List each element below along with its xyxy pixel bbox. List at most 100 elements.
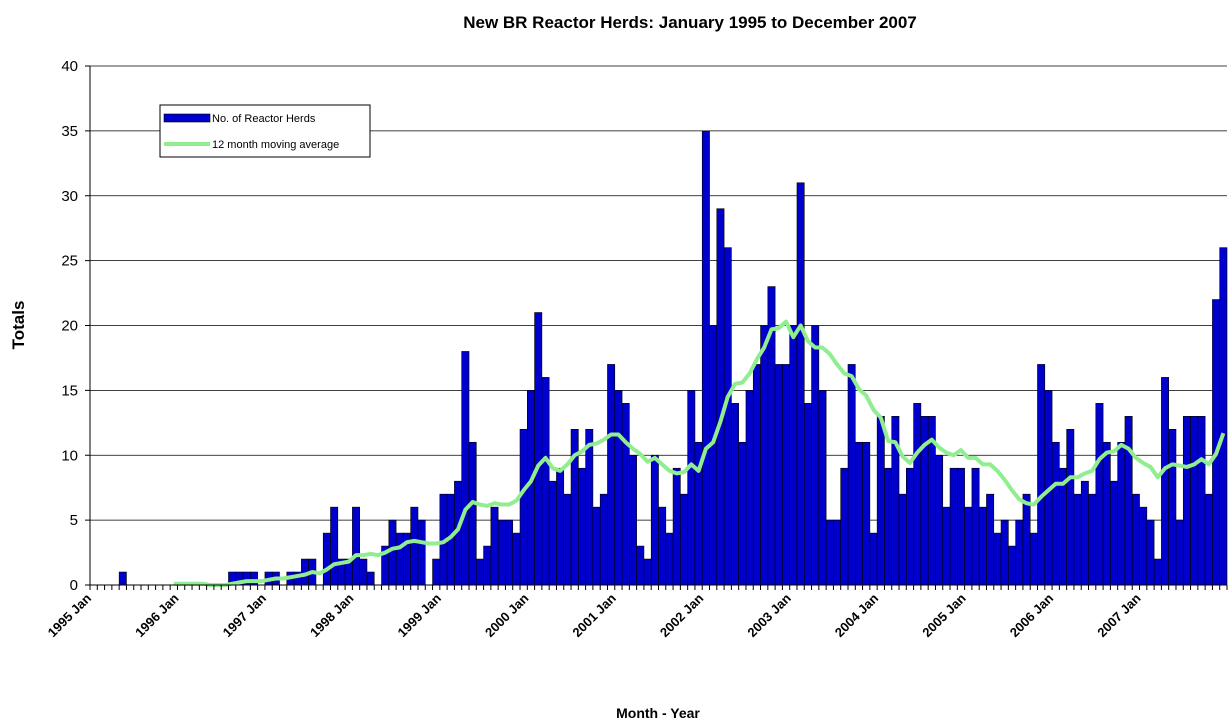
bar <box>366 571 375 586</box>
y-tick-label: 15 <box>61 382 78 399</box>
bar <box>869 532 878 586</box>
bar <box>388 519 397 586</box>
bar <box>1182 416 1191 586</box>
bar <box>1131 493 1140 586</box>
bar <box>1029 532 1038 586</box>
bar <box>986 493 995 586</box>
bar <box>811 325 820 586</box>
x-tick-label: 2006 Jan <box>1007 590 1056 639</box>
bar <box>359 558 368 586</box>
bar <box>1000 519 1009 586</box>
x-tick-label: 1996 Jan <box>132 590 181 639</box>
bar <box>898 493 907 586</box>
bar <box>847 364 856 586</box>
bar <box>833 519 842 586</box>
moving-average-line <box>173 319 1226 587</box>
bar <box>556 467 565 586</box>
bar <box>1088 493 1097 586</box>
legend-swatch <box>163 113 211 123</box>
bar <box>395 532 404 586</box>
y-axis-label: Totals <box>9 301 28 350</box>
bar <box>1095 403 1104 586</box>
x-tick-label: 1998 Jan <box>307 590 356 639</box>
bar <box>534 312 543 586</box>
bar <box>563 493 572 586</box>
bar <box>1219 247 1228 586</box>
bar <box>1117 441 1126 586</box>
bar <box>1080 480 1089 586</box>
bar <box>519 428 528 586</box>
bar <box>1153 558 1162 586</box>
bar <box>745 390 754 586</box>
bar <box>410 506 419 586</box>
bar <box>782 364 790 586</box>
bar <box>1022 493 1031 586</box>
bar <box>942 506 951 586</box>
bar <box>906 467 914 586</box>
y-tick-label: 5 <box>70 512 78 529</box>
bar <box>1190 416 1199 586</box>
bar <box>483 545 492 586</box>
bar <box>650 454 659 586</box>
bar <box>417 519 426 586</box>
bar <box>330 506 339 586</box>
bar <box>803 403 812 586</box>
bar <box>505 519 514 586</box>
x-tick-label: 2002 Jan <box>657 590 706 639</box>
bar <box>607 364 616 586</box>
bar <box>118 571 127 586</box>
bar <box>497 519 506 586</box>
bar <box>527 390 535 586</box>
x-tick-label: 1999 Jan <box>395 590 444 639</box>
y-tick-label: 20 <box>61 318 78 335</box>
bar <box>665 532 674 586</box>
bar <box>490 506 499 586</box>
bar <box>512 532 521 586</box>
bar <box>789 325 798 586</box>
bar <box>541 377 550 586</box>
y-tick-label: 30 <box>61 188 78 205</box>
x-tick-label: 1997 Jan <box>220 590 269 639</box>
y-tick-label: 40 <box>61 58 78 75</box>
bar <box>1051 441 1060 586</box>
bar <box>993 532 1002 586</box>
bar <box>1073 493 1082 586</box>
x-tick-label: 2007 Jan <box>1094 590 1143 639</box>
bar <box>643 558 652 586</box>
bar <box>1161 377 1169 586</box>
x-tick-label: 2004 Jan <box>832 590 881 639</box>
bar <box>592 506 601 586</box>
bar <box>1102 441 1111 586</box>
bar <box>701 130 710 586</box>
bar <box>475 558 484 586</box>
bar <box>949 467 958 586</box>
bar <box>825 519 834 586</box>
bar <box>1124 416 1133 586</box>
bar <box>1008 545 1016 586</box>
bar <box>913 403 922 586</box>
bar <box>1037 364 1046 586</box>
bar <box>658 506 667 586</box>
bar <box>876 416 885 586</box>
bar <box>1015 519 1024 586</box>
x-tick-label: 1995 Jan <box>45 590 94 639</box>
bar <box>687 390 696 586</box>
bar <box>840 467 849 586</box>
bar <box>1168 428 1177 586</box>
y-tick-label: 25 <box>61 253 78 270</box>
bar <box>731 403 739 586</box>
bar <box>1139 506 1148 586</box>
bar <box>709 325 718 586</box>
bar <box>760 325 769 586</box>
bar <box>978 506 987 586</box>
bar <box>957 467 965 586</box>
bar <box>548 480 557 586</box>
bar <box>614 390 623 586</box>
bar <box>854 441 863 586</box>
bar <box>971 467 980 586</box>
legend: No. of Reactor Herds 12 month moving aver… <box>159 104 371 158</box>
bar <box>636 545 645 586</box>
bar <box>1175 519 1184 586</box>
bar <box>1197 416 1206 586</box>
bar <box>585 428 594 586</box>
